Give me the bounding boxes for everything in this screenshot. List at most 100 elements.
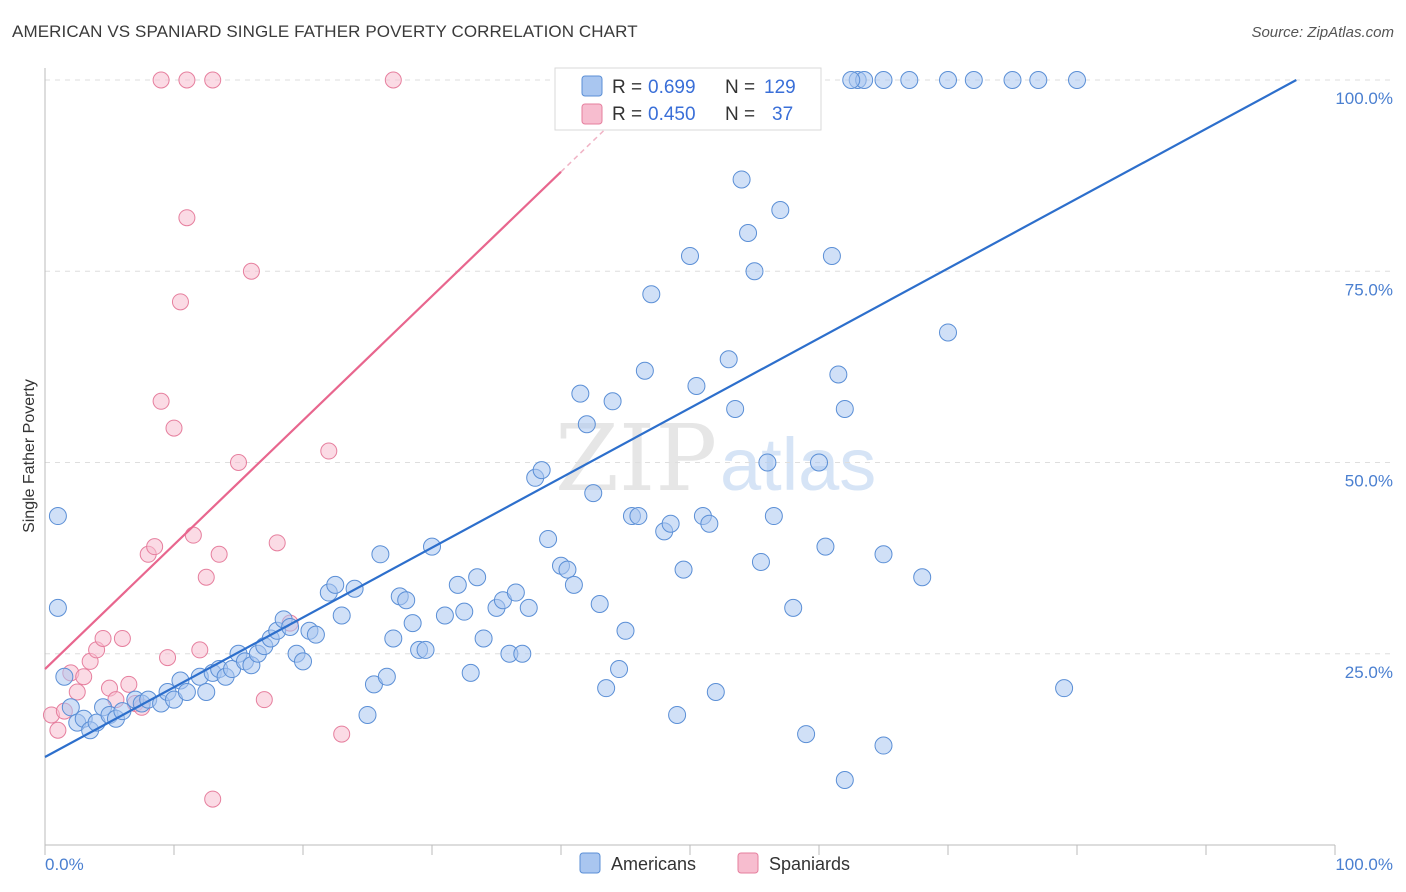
americans-point [306, 625, 325, 644]
americans-point [964, 71, 983, 89]
americans-point [461, 663, 480, 682]
y-tick-label: 100.0% [1335, 89, 1393, 108]
y-tick-label: 25.0% [1345, 663, 1393, 682]
americans-point [448, 575, 467, 594]
americans-point [564, 575, 583, 594]
americans-point [55, 667, 74, 686]
watermark-atlas: atlas [720, 423, 876, 506]
spaniards-trend-line [44, 171, 562, 670]
spaniards-point [68, 683, 86, 701]
americans-point [687, 377, 706, 395]
americans-point [1068, 71, 1086, 89]
spaniards-point [152, 392, 170, 410]
bottom-legend-spaniards: Spaniards [769, 854, 850, 874]
spaniards-point [268, 534, 286, 552]
americans-point [835, 399, 854, 418]
spaniards-point [204, 71, 222, 89]
americans-point [61, 698, 80, 717]
americans-point [900, 71, 919, 89]
americans-point [758, 453, 777, 472]
spaniards-point [230, 454, 247, 471]
americans-point [468, 568, 487, 587]
grid-lines [45, 79, 1393, 655]
americans-point [474, 629, 493, 648]
legend-swatch-americans [581, 75, 603, 97]
spaniards-point [152, 71, 170, 89]
americans-point [358, 705, 377, 724]
legend-r-label-spaniards: R = [612, 104, 642, 125]
americans-point [558, 560, 577, 579]
americans-point [700, 514, 719, 533]
americans-point [913, 568, 932, 587]
americans-point [177, 683, 196, 701]
americans-point [610, 660, 629, 679]
americans-point [584, 484, 603, 503]
americans-point [616, 621, 635, 640]
americans-trend-line [44, 79, 1297, 758]
americans-point [681, 246, 699, 265]
americans-point [1003, 71, 1022, 89]
americans-point [294, 652, 312, 671]
americans-point [635, 361, 654, 380]
spaniards-point [178, 209, 196, 227]
americans-point [371, 545, 390, 564]
americans-point [642, 285, 661, 304]
trend-lines [44, 79, 1297, 758]
americans-point [842, 71, 861, 89]
americans-point [1029, 71, 1048, 89]
y-axis-title: Single Father Poverty [21, 379, 38, 533]
y-tick-labels: 25.0% 50.0% 75.0% 100.0% [1335, 89, 1393, 682]
americans-point [197, 683, 216, 701]
americans-point [784, 598, 803, 617]
spaniards-point [333, 725, 351, 743]
spaniards-point [146, 538, 164, 556]
americans-point [797, 725, 816, 744]
americans-point [1055, 679, 1074, 698]
legend-swatch-spaniards [581, 103, 603, 125]
americans-point [751, 552, 770, 571]
americans-point [326, 575, 345, 594]
x-tick-label-min: 0.0% [45, 855, 84, 874]
americans-point [332, 606, 351, 625]
spaniards-point [384, 71, 402, 89]
americans-point [810, 453, 828, 472]
spaniards-point [94, 629, 112, 647]
legend-r-value-spaniards: 0.450 [648, 104, 696, 125]
spaniards-point [178, 71, 196, 89]
americans-point [732, 170, 751, 189]
legend-n-value-spaniards: 37 [772, 104, 793, 125]
americans-point [816, 537, 835, 556]
americans-point [771, 201, 790, 220]
spaniards-point [320, 442, 338, 460]
americans-point [513, 644, 532, 663]
spaniards-point [113, 629, 131, 647]
americans-point [416, 640, 435, 659]
spaniards-point [242, 262, 260, 280]
americans-point [822, 246, 841, 265]
americans-point [829, 365, 848, 384]
legend-n-label-spaniards: N = [725, 104, 755, 125]
americans-point [597, 679, 616, 698]
americans-points [48, 71, 1086, 789]
x-tick-label-max: 100.0% [1335, 855, 1393, 874]
americans-point [939, 323, 957, 342]
americans-point [661, 514, 680, 533]
series-legend: Americans Spaniards [579, 852, 850, 874]
spaniards-point [75, 668, 93, 686]
americans-point [739, 224, 758, 242]
americans-point [435, 606, 454, 625]
americans-point [719, 350, 738, 369]
spaniards-point [165, 419, 183, 437]
americans-point [577, 415, 596, 434]
americans-point [629, 507, 648, 526]
americans-point [377, 667, 396, 686]
spaniards-point [255, 691, 273, 709]
americans-point [706, 683, 725, 701]
spaniards-point [191, 641, 209, 659]
americans-point [455, 602, 474, 621]
stats-legend: R = 0.699 N = 129 R = 0.450 N = 37 [554, 67, 822, 131]
americans-point [874, 545, 893, 564]
americans-point [745, 262, 764, 281]
spaniards-points [42, 71, 402, 808]
